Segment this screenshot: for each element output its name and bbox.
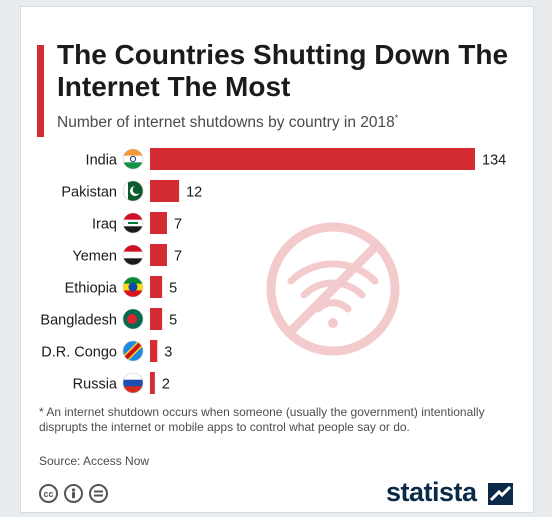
value-label: 7 — [174, 249, 182, 265]
bar-bangladesh — [150, 308, 163, 330]
india-flag-icon — [122, 148, 144, 170]
attribution-icon — [64, 484, 83, 503]
infographic-card: The Countries Shutting Down The Internet… — [20, 6, 534, 513]
footnote: * An internet shutdown occurs when someo… — [39, 405, 485, 434]
subtitle-footnote-mark: * — [394, 113, 399, 123]
value-label: 5 — [169, 313, 177, 329]
bar-iraq — [150, 212, 167, 234]
bar-yemen — [150, 244, 167, 266]
category-label: Bangladesh — [40, 313, 117, 329]
category-label: Yemen — [72, 249, 117, 265]
chart-title: The Countries Shutting Down The Internet… — [57, 39, 509, 102]
pakistan-flag-icon — [122, 180, 144, 202]
value-label: 12 — [186, 185, 202, 201]
chart-subtitle: Number of internet shutdowns by country … — [57, 113, 517, 132]
yemen-flag-icon — [122, 244, 144, 266]
source-label: Source: Access Now — [39, 454, 150, 468]
cc-icon: cc — [39, 484, 58, 503]
value-label: 2 — [162, 377, 170, 393]
value-label: 134 — [482, 153, 506, 169]
ethiopia-flag-icon — [122, 276, 144, 298]
no-derivatives-icon — [89, 484, 108, 503]
category-label: Pakistan — [61, 185, 117, 201]
russia-flag-icon — [122, 372, 144, 394]
value-label: 7 — [174, 217, 182, 233]
bar-d-r-congo — [150, 340, 158, 362]
title-accent-bar — [37, 45, 44, 137]
bar-pakistan — [150, 180, 180, 202]
value-label: 3 — [164, 345, 172, 361]
category-label: D.R. Congo — [41, 345, 117, 361]
dr-congo-flag-icon — [122, 340, 144, 362]
no-wifi-icon — [266, 222, 400, 356]
category-label: India — [86, 153, 118, 169]
bar-russia — [150, 372, 155, 394]
bar-india — [150, 148, 475, 170]
category-label: Iraq — [92, 217, 117, 233]
bar-chart: India 134 Pakistan 12 Iraq 7 Yemen 7 Ethiopia 5 Ba… — [40, 148, 506, 394]
iraq-flag-icon — [122, 212, 144, 234]
value-label: 5 — [169, 281, 177, 297]
subtitle-text: Number of internet shutdowns by country … — [57, 114, 395, 132]
bar-ethiopia — [150, 276, 163, 298]
bangladesh-flag-icon — [122, 308, 144, 330]
category-label: Russia — [73, 377, 118, 393]
statista-logo[interactable]: statista — [386, 477, 477, 507]
category-label: Ethiopia — [65, 281, 118, 297]
statista-mark-icon — [488, 483, 513, 505]
